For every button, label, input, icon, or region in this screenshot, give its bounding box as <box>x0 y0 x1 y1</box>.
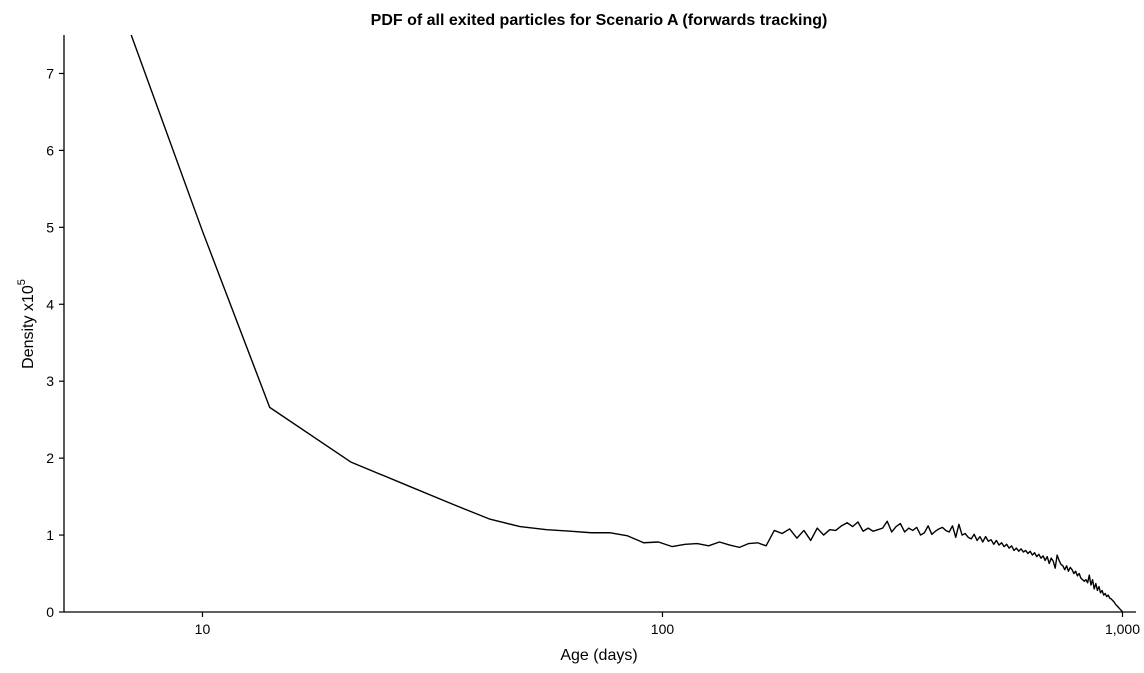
y-tick-label: 5 <box>46 219 54 235</box>
x-tick-label: 10 <box>195 621 211 637</box>
x-axis-ticks: 10 100 1,000 <box>195 612 1140 637</box>
x-tick-label: 100 <box>651 621 675 637</box>
y-tick-label: 2 <box>46 450 54 466</box>
y-axis-title: Density x105 <box>16 279 37 369</box>
y-tick-label: 0 <box>46 604 54 620</box>
x-axis-title: Age (days) <box>560 647 637 664</box>
chart-title: PDF of all exited particles for Scenario… <box>371 12 828 29</box>
y-tick-label: 6 <box>46 142 54 158</box>
density-line <box>130 35 1124 612</box>
y-tick-label: 3 <box>46 373 54 389</box>
y-tick-label: 1 <box>46 527 54 543</box>
y-tick-label: 7 <box>46 65 54 81</box>
y-tick-label: 4 <box>46 296 54 312</box>
y-axis-title-text: Density x10 <box>20 285 37 369</box>
x-tick-label: 1,000 <box>1105 621 1140 637</box>
y-axis-ticks: 0 1 2 3 4 5 6 7 <box>46 65 64 620</box>
y-axis-title-exponent: 5 <box>16 279 28 285</box>
y-axis-title-group: Density x105 <box>16 279 37 369</box>
